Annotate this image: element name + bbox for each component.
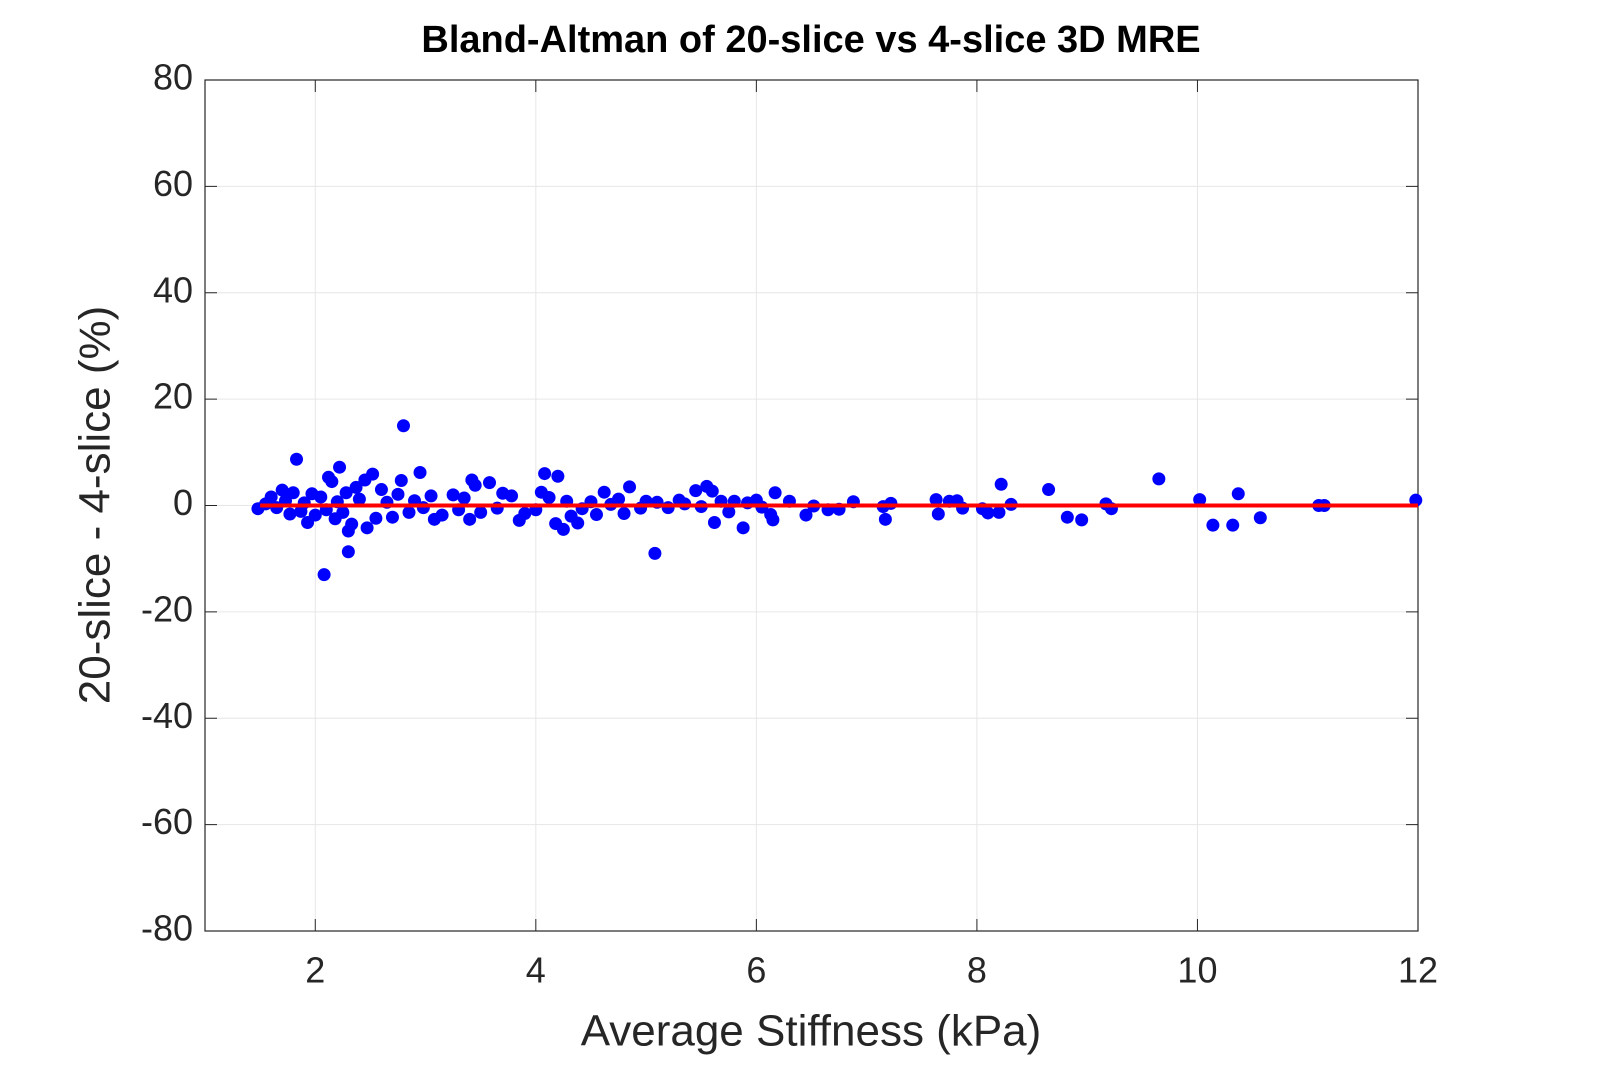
scatter-point	[1409, 493, 1423, 507]
scatter-point	[396, 419, 410, 433]
x-tick-label: 2	[305, 950, 325, 991]
y-tick-label: 0	[173, 482, 193, 523]
x-tick-label: 6	[746, 950, 766, 991]
scatter-point	[341, 524, 355, 538]
scatter-point	[1231, 487, 1245, 501]
scatter-point	[538, 467, 552, 481]
scatter-point	[1206, 518, 1220, 532]
scatter-point	[1253, 511, 1267, 525]
scatter-point	[878, 512, 892, 526]
y-axis-label: 20-slice - 4-slice (%)	[71, 306, 120, 705]
scatter-point	[672, 493, 686, 507]
scatter-point	[764, 508, 778, 522]
y-tick-label: -40	[141, 695, 193, 736]
scatter-point	[648, 546, 662, 560]
scatter-point	[994, 477, 1008, 491]
scatter-point	[402, 505, 416, 519]
scatter-point	[457, 491, 471, 505]
scatter-point	[322, 470, 336, 484]
scatter-point	[360, 521, 374, 535]
scatter-point	[564, 509, 578, 523]
scatter-point	[427, 512, 441, 526]
x-tick-label: 10	[1177, 950, 1217, 991]
y-tick-label: -60	[141, 801, 193, 842]
scatter-point	[992, 505, 1006, 519]
scatter-point	[465, 473, 479, 487]
scatter-point	[474, 505, 488, 519]
scatter-point	[931, 507, 945, 521]
scatter-point	[700, 479, 714, 493]
scatter-point	[294, 504, 308, 518]
scatter-point	[283, 507, 297, 521]
scatter-point	[589, 508, 603, 522]
scatter-point	[463, 512, 477, 526]
scatter-point	[1226, 518, 1240, 532]
scatter-point	[394, 474, 408, 488]
scatter-point	[736, 521, 750, 535]
scatter-point	[623, 480, 637, 494]
scatter-point	[1060, 510, 1074, 524]
scatter-point	[551, 469, 565, 483]
y-tick-label: -20	[141, 588, 193, 629]
scatter-point	[483, 476, 497, 490]
scatter-point	[317, 568, 331, 582]
scatter-point	[1075, 513, 1089, 527]
scatter-point	[385, 510, 399, 524]
scatter-point	[341, 545, 355, 559]
x-tick-label: 12	[1398, 950, 1438, 991]
scatter-point	[1152, 472, 1166, 486]
scatter-point	[768, 486, 782, 500]
scatter-point	[534, 485, 548, 499]
scatter-point	[339, 486, 353, 500]
scatter-point	[689, 484, 703, 498]
scatter-point	[301, 516, 315, 530]
scatter-point	[617, 506, 631, 520]
x-tick-label: 4	[526, 950, 546, 991]
scatter-point	[707, 516, 721, 530]
scatter-point	[512, 513, 526, 527]
y-tick-label: 80	[153, 57, 193, 98]
scatter-point	[929, 493, 943, 507]
y-tick-label: 60	[153, 163, 193, 204]
scatter-point	[352, 492, 366, 506]
scatter-point	[799, 508, 813, 522]
y-tick-label: 20	[153, 376, 193, 417]
scatter-point	[328, 512, 342, 526]
scatter-point	[424, 489, 438, 503]
scatter-point	[349, 480, 363, 494]
x-axis-label: Average Stiffness (kPa)	[581, 1007, 1042, 1056]
scatter-point	[722, 505, 736, 519]
chart-title: Bland-Altman of 20-slice vs 4-slice 3D M…	[421, 19, 1200, 61]
scatter-point	[369, 511, 383, 525]
y-tick-label: -80	[141, 908, 193, 949]
scatter-point	[290, 452, 304, 466]
scatter-point	[1042, 483, 1056, 497]
scatter-point	[661, 501, 675, 515]
y-tick-label: 40	[153, 269, 193, 310]
scatter-point	[1193, 493, 1207, 507]
scatter-point	[358, 473, 372, 487]
scatter-point	[391, 487, 405, 501]
scatter-point	[549, 517, 563, 531]
scatter-point	[496, 486, 510, 500]
scatter-point	[446, 488, 460, 502]
scatter-point	[413, 466, 427, 480]
scatter-point	[597, 485, 611, 499]
x-tick-label: 8	[967, 950, 987, 991]
scatter-point	[374, 483, 388, 497]
scatter-point	[275, 483, 289, 497]
scatter-point	[305, 487, 319, 501]
scatter-point	[333, 460, 347, 474]
scatter-point	[286, 486, 300, 500]
